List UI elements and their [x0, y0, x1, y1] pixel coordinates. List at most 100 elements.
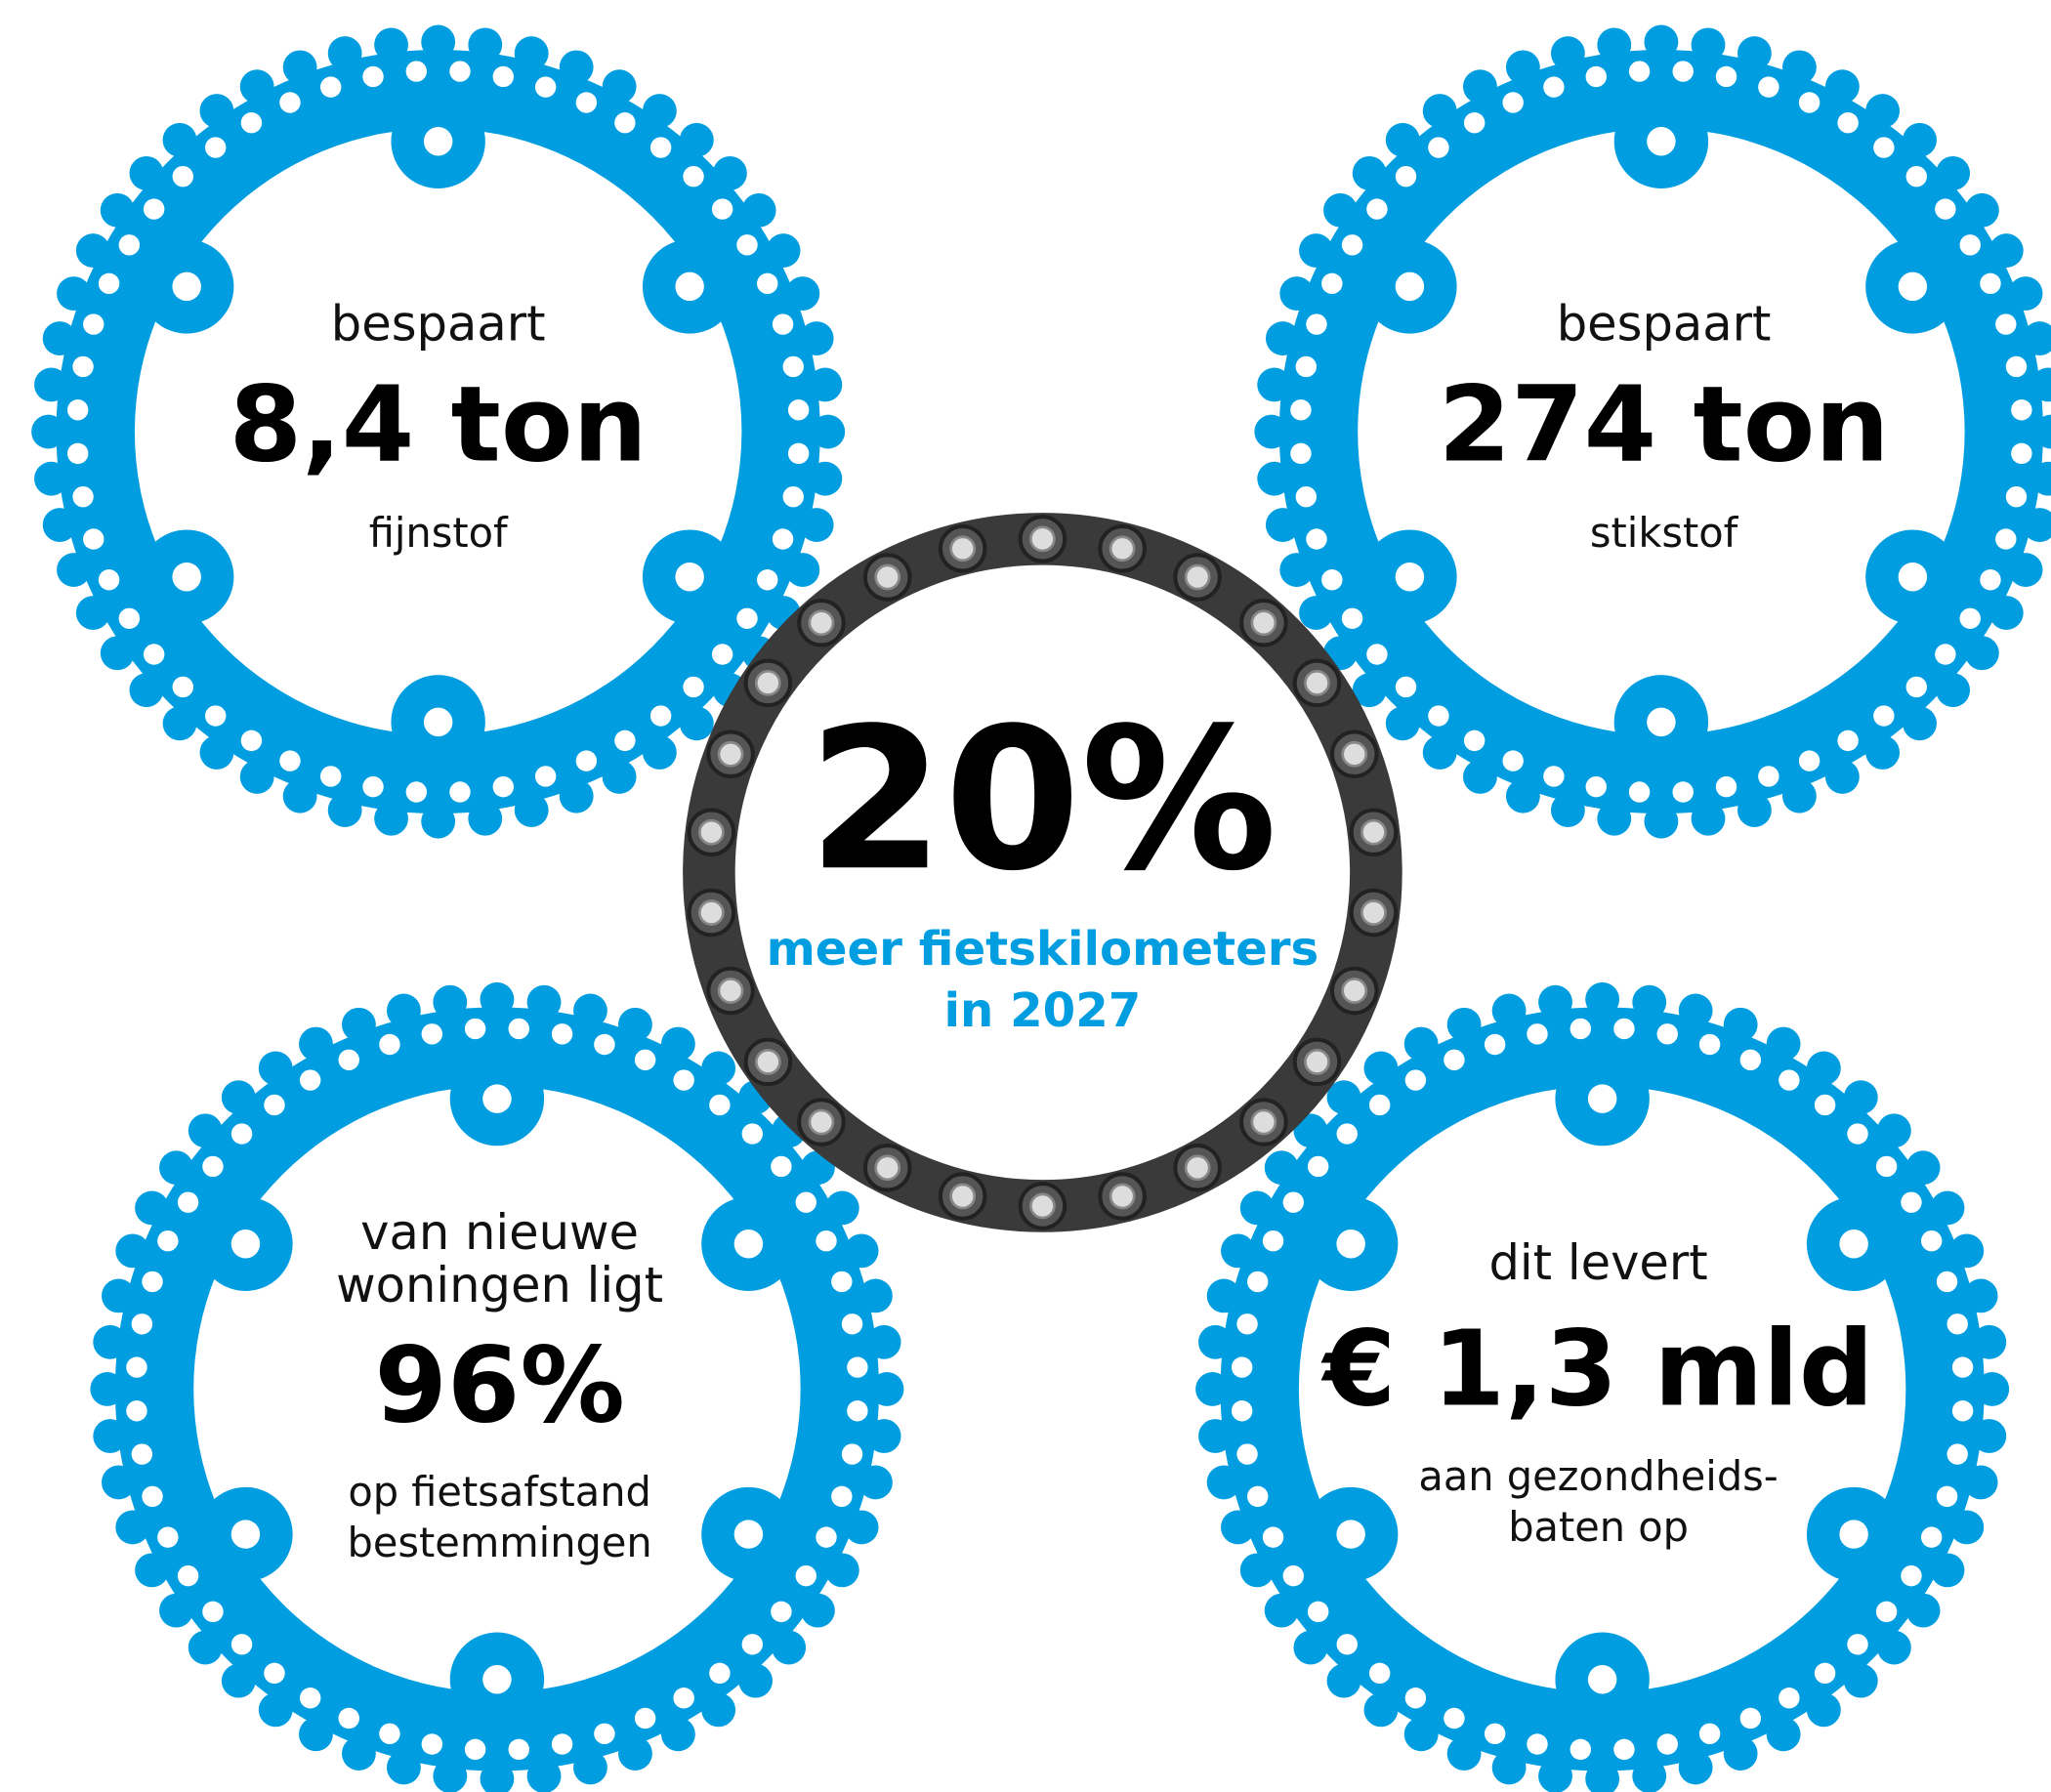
tooth: [785, 553, 819, 587]
tooth: [1964, 1278, 1998, 1313]
tooth: [1266, 321, 1300, 355]
tooth: [163, 123, 197, 157]
ring-hole: [449, 781, 470, 802]
tooth: [1265, 1150, 1299, 1185]
ring-hole: [339, 1050, 359, 1070]
page: 20%meer fietskilometersin 2027bespaart8,…: [0, 0, 2051, 1792]
ring-hole: [1366, 644, 1387, 664]
ring-hole: [552, 1733, 572, 1754]
tooth: [1807, 1052, 1841, 1086]
tooth: [1492, 993, 1527, 1027]
ring-hole: [320, 76, 341, 97]
tooth: [222, 1080, 256, 1114]
ring-bottom-text: aan gezondheids-: [1418, 1452, 1778, 1500]
tooth: [1965, 193, 1999, 228]
ring-hole: [1502, 750, 1523, 771]
ring-hole: [673, 1069, 693, 1090]
ring-hole: [1873, 137, 1894, 157]
ring-hole: [773, 528, 793, 549]
ring-hole: [1980, 273, 2000, 294]
bolt-hole: [424, 127, 452, 155]
infographic: 20%meer fietskilometersin 2027bespaart8,…: [0, 0, 2051, 1792]
ring-hole: [83, 313, 104, 334]
ring-hole: [1428, 137, 1448, 157]
tooth: [1254, 415, 1288, 449]
ring-hole: [300, 1688, 320, 1708]
tooth: [1692, 802, 1726, 836]
ring-hole: [1740, 1050, 1761, 1070]
ring-hole: [1672, 781, 1693, 802]
tooth: [163, 706, 197, 740]
ring-hole: [205, 137, 226, 157]
tooth: [1644, 25, 1678, 60]
ring-hole: [1876, 1602, 1897, 1622]
ring-hole: [422, 1733, 442, 1754]
ring-hole: [1815, 1095, 1835, 1115]
tooth: [374, 802, 408, 836]
ring-value: 96%: [374, 1326, 624, 1447]
tooth: [1423, 735, 1457, 770]
chain-pin: [756, 671, 779, 694]
ring-hole: [1935, 644, 1955, 664]
tooth: [1632, 985, 1666, 1020]
ring-hole: [1901, 1191, 1921, 1212]
bolt-hole: [231, 1229, 260, 1258]
tooth: [1825, 69, 1860, 104]
bolt-hole: [1839, 1520, 1867, 1548]
tooth: [101, 193, 135, 228]
ring-hole: [783, 486, 804, 507]
chain-pin: [1030, 1194, 1054, 1218]
tooth: [1782, 50, 1817, 84]
tooth: [188, 1631, 223, 1665]
tooth: [808, 368, 842, 402]
chain-pin: [719, 742, 742, 766]
ring-hole: [1570, 1019, 1591, 1039]
ring-hole: [1444, 1050, 1464, 1070]
ring-hole: [594, 1724, 614, 1744]
ring-hole: [67, 443, 88, 464]
ring-hole: [406, 781, 427, 802]
ring-hole: [1283, 1565, 1304, 1586]
bolt-hole: [1839, 1229, 1867, 1258]
tooth: [1463, 69, 1497, 104]
chain-pin: [1343, 742, 1366, 766]
ring-hole: [1740, 1708, 1761, 1729]
ring-hole: [72, 486, 93, 507]
tooth: [1404, 1717, 1439, 1751]
ring-hole: [231, 1634, 252, 1654]
ring-hole: [362, 776, 383, 797]
ring-value: € 1,3 mld: [1320, 1309, 1874, 1430]
tooth: [1221, 1233, 1255, 1268]
ring-hole: [493, 776, 514, 797]
chain-pin: [1305, 1050, 1328, 1073]
ring-hole: [173, 166, 193, 187]
ring-hole: [119, 234, 140, 255]
tooth: [159, 1594, 193, 1628]
chain-pin: [1030, 527, 1054, 551]
ring-hole: [1906, 677, 1927, 697]
ring-hole: [1935, 198, 1955, 219]
tooth: [1949, 1511, 1984, 1545]
tooth: [808, 462, 842, 496]
tooth: [1299, 596, 1333, 630]
ring-bottom-text: op fietsafstand: [348, 1468, 651, 1516]
ring-hole: [552, 1023, 572, 1044]
ring-hole: [157, 1230, 178, 1251]
tooth: [527, 985, 562, 1020]
ring-hole: [1960, 234, 1981, 255]
bolt-hole: [1899, 272, 1927, 301]
tooth: [421, 25, 455, 60]
tooth: [1679, 993, 1713, 1027]
tooth: [2009, 553, 2043, 587]
tooth: [618, 1008, 652, 1042]
ring-hole: [1502, 92, 1523, 112]
ring-hole: [67, 399, 88, 420]
ring-hole: [1906, 166, 1927, 187]
tooth: [299, 1717, 333, 1751]
tooth: [603, 760, 637, 794]
ring-hole: [2006, 356, 2027, 377]
tooth: [1877, 1631, 1911, 1665]
tooth: [1724, 1736, 1758, 1771]
chain-pin: [951, 1185, 975, 1208]
tooth: [870, 1372, 904, 1406]
